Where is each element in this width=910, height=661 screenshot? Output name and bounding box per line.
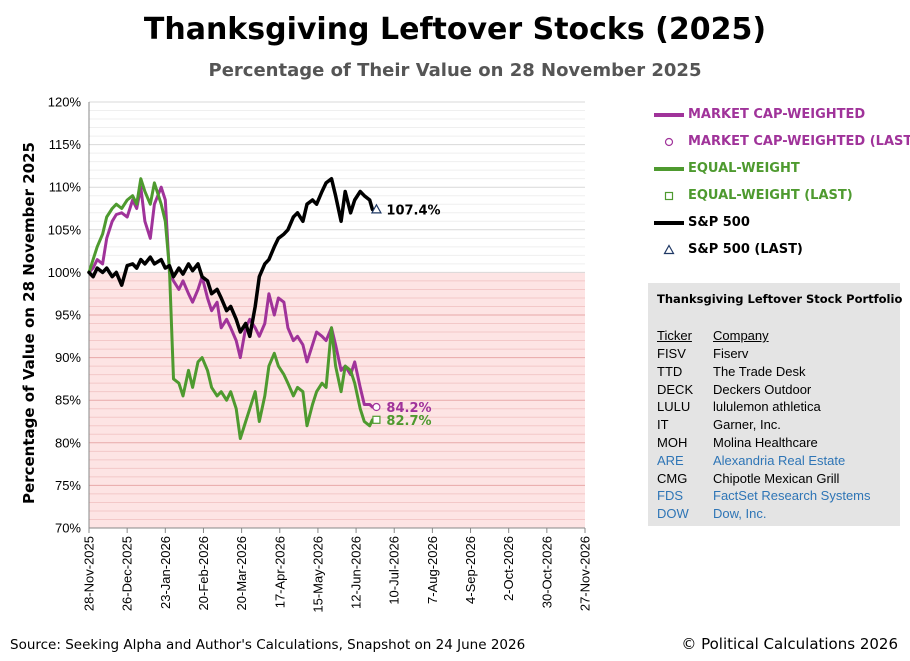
y-tick-label: 115% — [49, 137, 82, 152]
y-tick-label: 75% — [55, 478, 81, 493]
legend-swatch-equal-weight-last-square — [664, 191, 674, 201]
portfolio-row: CMG Chipotle Mexican Grill — [648, 471, 900, 489]
x-tick-label: 20-Mar-2026 — [234, 536, 249, 610]
legend-item-equal-weight: EQUAL-WEIGHT — [650, 158, 905, 180]
chart-subtitle: Percentage of Their Value on 28 November… — [208, 60, 702, 81]
x-tick-label: 12-Jun-2026 — [349, 536, 364, 609]
portfolio-table: Thanksgiving Leftover Stock Portfolio Ti… — [648, 283, 903, 526]
y-tick-label: 80% — [55, 435, 81, 450]
y-axis-title: Percentage of Value on 28 November 2025 — [20, 142, 38, 504]
company-cell: FactSet Research Systems — [713, 488, 871, 504]
y-tick-label: 85% — [55, 393, 81, 408]
portfolio-row: IT Garner, Inc. — [648, 417, 900, 435]
y-tick-label: 120% — [48, 95, 82, 110]
sp500-last-marker — [370, 203, 382, 214]
series-line-sp500 — [87, 176, 375, 339]
ticker-cell: LULU — [657, 399, 691, 415]
company-cell: Garner, Inc. — [713, 417, 781, 433]
copyright-note: © Political Calculations 2026 — [681, 635, 898, 653]
legend-item-sp500: S&P 500 — [650, 212, 905, 234]
x-tick-label: 7-Aug-2026 — [425, 536, 440, 604]
x-tick-label: 15-May-2026 — [310, 536, 325, 613]
portfolio-row: FDS FactSet Research Systems — [648, 488, 900, 506]
equal-weight-last-marker — [372, 415, 381, 424]
y-tick-label: 105% — [48, 222, 82, 237]
portfolio-row: LULU lululemon athletica — [648, 399, 900, 417]
legend-item-market-cap: MARKET CAP-WEIGHTED — [650, 104, 905, 126]
x-tick-label: 2-Oct-2026 — [501, 536, 516, 601]
ticker-cell: MOH — [657, 435, 688, 450]
company-cell: Molina Healthcare — [713, 435, 818, 450]
series-line-market-cap-weighted — [87, 185, 374, 409]
legend-swatch-market-cap-line — [654, 113, 684, 117]
ticker-cell: IT — [657, 417, 669, 433]
legend-swatch-market-cap-last-circle — [664, 137, 674, 147]
x-tick-label: 30-Oct-2026 — [539, 536, 554, 608]
portfolio-row: MOH Molina Healthcare — [648, 435, 900, 453]
x-tick-label: 20-Feb-2026 — [196, 536, 211, 610]
legend-swatch-sp500-last-triangle — [663, 244, 675, 255]
company-cell: The Trade Desk — [713, 363, 806, 379]
series-line-equal-weight — [87, 177, 374, 440]
company-cell: Dow, Inc. — [713, 506, 767, 522]
x-tick-label: 23-Jan-2026 — [158, 536, 173, 609]
portfolio-row: TTD The Trade Desk — [648, 364, 900, 382]
ticker-cell: ARE — [657, 452, 684, 468]
chart-title: Thanksgiving Leftover Stocks (2025) — [143, 12, 767, 47]
legend-item-equal-weight-last: EQUAL-WEIGHT (LAST) — [650, 185, 905, 207]
ticker-cell: TTD — [657, 363, 683, 379]
legend-label-market-cap: MARKET CAP-WEIGHTED — [688, 107, 866, 122]
legend-item-market-cap-last: MARKET CAP-WEIGHTED (LAST) — [650, 131, 910, 153]
legend-swatch-equal-weight-line — [654, 167, 684, 171]
portfolio-row: FISV Fiserv — [648, 346, 900, 364]
ticker-cell: DOW — [657, 506, 689, 522]
legend-label-sp500-last: S&P 500 (LAST) — [688, 242, 803, 257]
company-cell: Alexandria Real Estate — [713, 452, 846, 468]
equal-weight-last-label: 82.7% — [386, 414, 431, 429]
ticker-cell: FDS — [657, 488, 683, 504]
company-cell: lululemon athletica — [713, 399, 821, 415]
legend-item-sp500-last: S&P 500 (LAST) — [650, 239, 905, 261]
y-tick-label: 70% — [55, 521, 81, 536]
x-tick-label: 26-Dec-2025 — [120, 536, 135, 611]
legend-label-equal-weight: EQUAL-WEIGHT — [688, 161, 800, 176]
sp500-last-label: 107.4% — [386, 203, 440, 218]
x-tick-label: 27-Nov-2026 — [578, 536, 593, 611]
ticker-cell: FISV — [657, 346, 686, 361]
source-note: Source: Seeking Alpha and Author's Calcu… — [10, 637, 526, 653]
market-cap-last-marker — [372, 402, 381, 412]
portfolio-row: DECK Deckers Outdoor — [648, 382, 900, 400]
market-cap-last-label: 84.2% — [386, 401, 431, 416]
company-cell: Deckers Outdoor — [713, 381, 812, 397]
portfolio-title: Thanksgiving Leftover Stock Portfolio — [657, 292, 903, 306]
y-tick-label: 95% — [55, 308, 81, 323]
y-tick-label: 90% — [55, 350, 81, 365]
portfolio-row: ARE Alexandria Real Estate — [648, 453, 900, 471]
company-column-header: Company — [713, 328, 769, 343]
x-tick-label: 10-Jul-2026 — [387, 536, 402, 605]
legend-label-equal-weight-last: EQUAL-WEIGHT (LAST) — [688, 188, 853, 203]
portfolio-row: DOW Dow, Inc. — [648, 506, 900, 524]
legend-label-sp500: S&P 500 — [688, 215, 750, 230]
legend-swatch-sp500-line — [654, 221, 684, 225]
legend-label-market-cap-last: MARKET CAP-WEIGHTED (LAST) — [688, 134, 910, 149]
x-tick-label: 4-Sep-2026 — [463, 536, 478, 604]
company-cell: Chipotle Mexican Grill — [713, 470, 840, 486]
y-tick-label: 110% — [49, 180, 82, 195]
ticker-cell: DECK — [657, 381, 694, 397]
ticker-cell: CMG — [657, 470, 688, 486]
y-tick-label: 100% — [48, 265, 82, 280]
x-tick-label: 17-Apr-2026 — [272, 536, 287, 608]
ticker-column-header: Ticker — [657, 328, 692, 343]
company-cell: Fiserv — [713, 346, 749, 361]
x-tick-label: 28-Nov-2025 — [82, 536, 97, 611]
